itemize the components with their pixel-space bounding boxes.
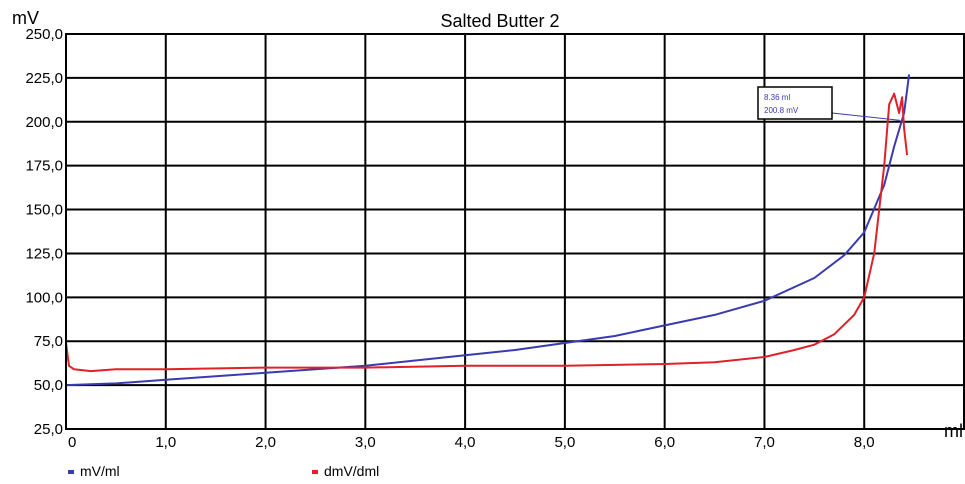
series-line-dmv-dml [65,92,909,373]
legend-label-dmv-dml: dmV/dml [324,463,379,479]
annotation-leader-line [831,112,901,121]
x-tick-label: 7,0 [754,434,775,451]
annotation-potential: 200.8 mV [764,106,799,115]
plot-area-frame [65,33,965,430]
legend: mV/ml dmV/dml [68,463,379,479]
x-tick-label: 0 [68,434,76,451]
x-tick-label: 8,0 [854,434,875,451]
y-tick-label: 175,0 [25,158,63,175]
legend-swatch-mv-ml [68,470,74,474]
x-tick-label: 6,0 [654,434,675,451]
x-tick-label: 2,0 [255,434,276,451]
series-lines [65,74,911,387]
series-line-mv-ml [65,74,911,387]
x-tick-label: 4,0 [455,434,476,451]
annotation-box [757,86,833,120]
legend-swatch-dmv-dml [312,470,318,474]
x-axis-unit-label: ml [944,421,963,441]
chart-title: Salted Butter 2 [440,11,559,31]
y-axis-ticks: 25,0 50,0 75,0 100,0 125,0 150,0 175,0 200,0 225… [25,26,63,438]
legend-item-dmv-dml: dmV/dml [312,463,379,479]
x-tick-label: 3,0 [355,434,376,451]
y-tick-label: 250,0 [25,26,63,43]
y-tick-label: 225,0 [25,70,63,87]
x-axis-ticks: 0 1,0 2,0 3,0 4,0 5,0 6,0 7,0 8,0 [68,434,875,451]
x-tick-label: 1,0 [155,434,176,451]
y-tick-label: 125,0 [25,245,63,262]
y-tick-label: 200,0 [25,114,63,131]
y-tick-label: 100,0 [25,289,63,306]
legend-item-mv-ml: mV/ml [68,463,120,479]
y-tick-label: 50,0 [34,377,63,394]
grid-lines [66,34,964,429]
data-point-annotation: 8.36 ml 200.8 mV [757,86,901,121]
legend-label-mv-ml: mV/ml [80,463,120,479]
y-tick-label: 75,0 [34,333,63,350]
y-tick-label: 150,0 [25,202,63,219]
y-axis-unit-label: mV [12,8,39,28]
y-tick-label: 25,0 [34,421,63,438]
annotation-volume: 8.36 ml [764,93,790,102]
x-tick-label: 5,0 [554,434,575,451]
